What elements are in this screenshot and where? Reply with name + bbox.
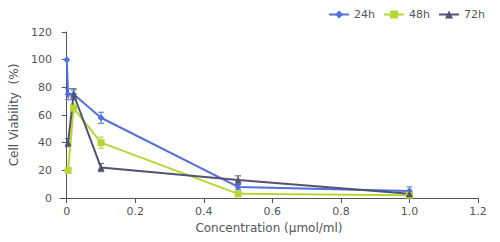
svg-text:1.2: 1.2	[469, 205, 487, 218]
svg-text:100: 100	[31, 53, 52, 66]
svg-text:120: 120	[31, 26, 52, 39]
svg-text:40: 40	[38, 136, 52, 149]
svg-text:24h: 24h	[354, 8, 375, 21]
svg-text:Cell Viability (%): Cell Viability (%)	[7, 64, 21, 167]
svg-text:48h: 48h	[409, 8, 430, 21]
svg-text:0.2: 0.2	[127, 205, 145, 218]
svg-text:0.8: 0.8	[332, 205, 350, 218]
svg-text:0.6: 0.6	[264, 205, 282, 218]
svg-text:0: 0	[63, 205, 70, 218]
svg-text:0: 0	[45, 192, 52, 205]
svg-text:60: 60	[38, 109, 52, 122]
svg-text:1.0: 1.0	[401, 205, 419, 218]
svg-text:80: 80	[38, 81, 52, 94]
svg-text:0.4: 0.4	[195, 205, 213, 218]
svg-text:20: 20	[38, 164, 52, 177]
svg-text:72h: 72h	[464, 8, 485, 21]
svg-text:Concentration (μmol/ml): Concentration (μmol/ml)	[195, 221, 342, 235]
